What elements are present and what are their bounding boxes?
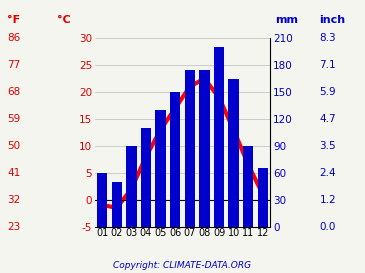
Bar [199, 70, 210, 227]
Bar [112, 182, 122, 227]
Text: 23: 23 [7, 222, 20, 232]
Text: inch: inch [319, 14, 346, 25]
Text: 68: 68 [7, 87, 20, 97]
Bar [243, 146, 253, 227]
Bar [170, 92, 180, 227]
Text: 7.1: 7.1 [319, 60, 336, 70]
Text: Copyright: CLIMATE-DATA.ORG: Copyright: CLIMATE-DATA.ORG [114, 261, 251, 270]
Text: 86: 86 [7, 33, 20, 43]
Text: 2.4: 2.4 [319, 168, 336, 178]
Text: 50: 50 [7, 141, 20, 151]
Text: 8.3: 8.3 [319, 33, 336, 43]
Text: °C: °C [57, 14, 70, 25]
Bar [155, 110, 166, 227]
Text: 41: 41 [7, 168, 20, 178]
Text: 1.2: 1.2 [319, 195, 336, 205]
Bar [185, 70, 195, 227]
Text: mm: mm [276, 14, 299, 25]
Text: 4.7: 4.7 [319, 114, 336, 124]
Text: 59: 59 [7, 114, 20, 124]
Text: 77: 77 [7, 60, 20, 70]
Text: 32: 32 [7, 195, 20, 205]
Bar [97, 173, 107, 227]
Bar [228, 79, 239, 227]
Text: 3.5: 3.5 [319, 141, 336, 151]
Bar [258, 168, 268, 227]
Bar [141, 128, 151, 227]
Text: 5.9: 5.9 [319, 87, 336, 97]
Text: °F: °F [7, 14, 20, 25]
Text: 0.0: 0.0 [319, 222, 336, 232]
Bar [126, 146, 137, 227]
Bar [214, 47, 224, 227]
